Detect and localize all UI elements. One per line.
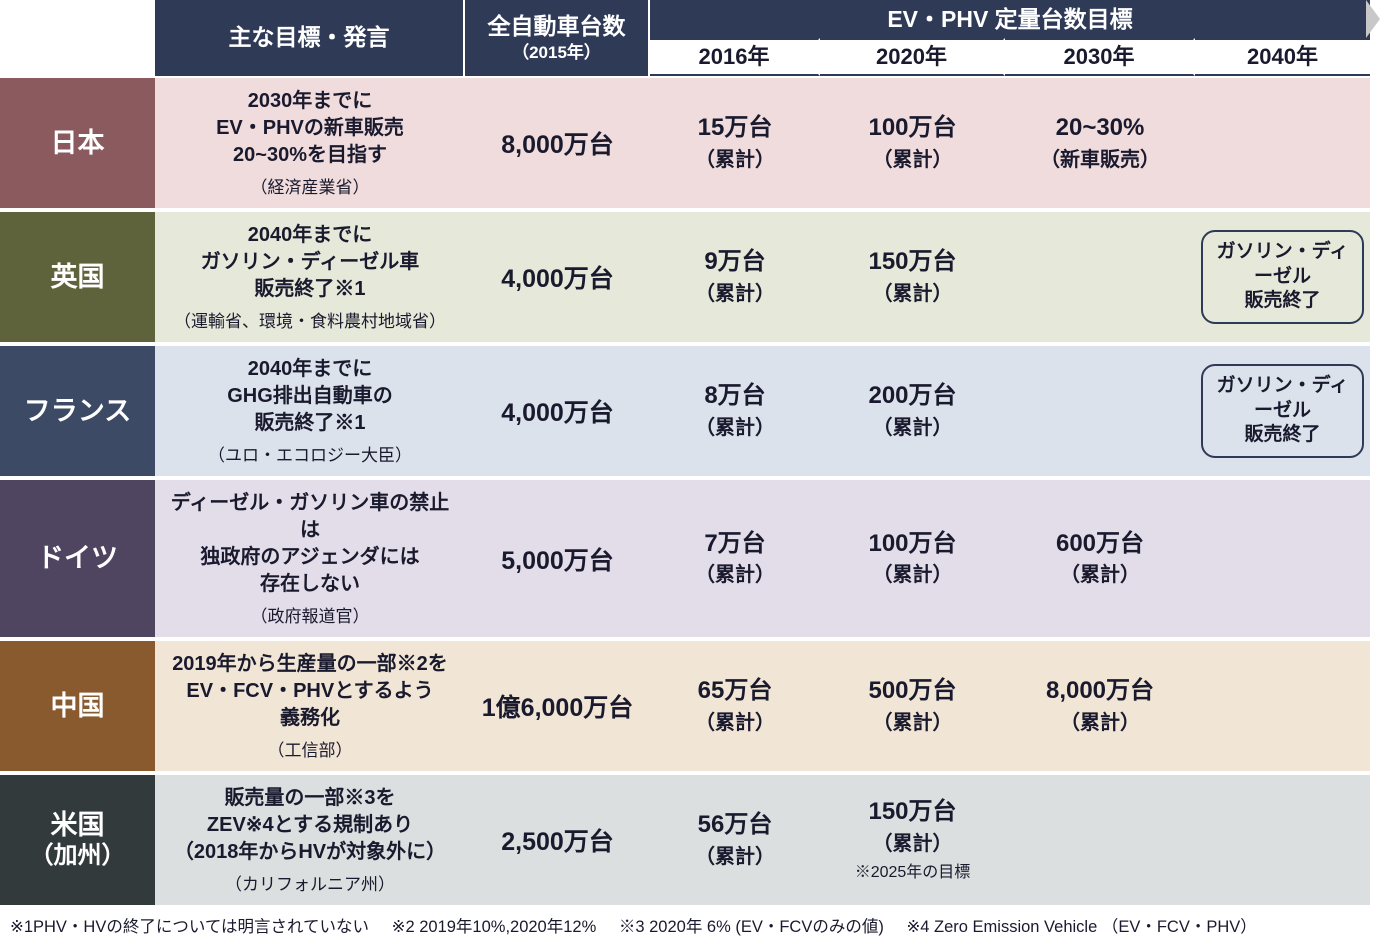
footnote-1: ※1PHV・HVの終了については明言されていない [10,918,369,936]
target-cell: 8万台（累計） [650,346,820,480]
country-cell: ドイツ [0,480,155,641]
target-cell: 8,000万台（累計） [1005,641,1195,775]
goal-cell: 販売量の一部※3をZEV※4とする規制あり（2018年からHVが対象外に）（カリ… [155,775,465,909]
total-cell: 8,000万台 [465,78,650,212]
target-cell [1195,641,1370,775]
target-cell: 9万台（累計） [650,212,820,346]
target-cell: 200万台（累計） [820,346,1005,480]
target-cell: 500万台（累計） [820,641,1005,775]
total-cell: 1億6,000万台 [465,641,650,775]
country-cell: 英国 [0,212,155,346]
target-cell: ガソリン・ディーゼル販売終了 [1195,346,1370,480]
header-years-row: 2016年 2020年 2030年 2040年 [650,38,1370,76]
target-cell: 150万台（累計）※2025年の目標 [820,775,1005,909]
goal-cell: 2030年までにEV・PHVの新車販売20~30%を目指す（経済産業省） [155,78,465,212]
goal-cell: 2040年までにガソリン・ディーゼル車販売終了※1（運輸省、環境・食料農村地域省… [155,212,465,346]
target-cell: 56万台（累計） [650,775,820,909]
table-grid: 主な目標・発言 全自動車台数 （2015年） EV・PHV 定量台数目標 201… [0,0,1380,909]
total-cell: 2,500万台 [465,775,650,909]
header-year-2016: 2016年 [650,38,820,76]
goal-cell: 2019年から生産量の一部※2をEV・FCV・PHVとするよう義務化（工信部） [155,641,465,775]
arrow-icon [1366,0,1380,38]
header-year-2040: 2040年 [1195,38,1370,76]
footnotes: ※1PHV・HVの終了については明言されていない ※2 2019年10%,202… [0,909,1380,940]
target-cell: 7万台（累計） [650,480,820,641]
footnote-4: ※4 Zero Emission Vehicle （EV・FCV・PHV） [906,918,1256,936]
ev-targets-table: 主な目標・発言 全自動車台数 （2015年） EV・PHV 定量台数目標 201… [0,0,1380,940]
header-goals-label: 主な目標・発言 [229,23,390,53]
header-goals: 主な目標・発言 [155,0,465,76]
target-cell: 600万台（累計） [1005,480,1195,641]
target-cell: 65万台（累計） [650,641,820,775]
footnote-3: ※3 2020年 6% (EV・FCVのみの値) [619,918,884,936]
target-cell [1005,346,1195,480]
header-year-2030: 2030年 [1005,38,1195,76]
target-cell: 150万台（累計） [820,212,1005,346]
target-cell: ガソリン・ディーゼル販売終了 [1195,212,1370,346]
header-total: 全自動車台数 （2015年） [465,0,650,76]
country-cell: 日本 [0,78,155,212]
header-total-main: 全自動車台数 [488,12,626,42]
target-cell: 100万台（累計） [820,480,1005,641]
header-evphv-text: EV・PHV 定量台数目標 [887,6,1132,32]
goal-cell: ディーゼル・ガソリン車の禁止は独政府のアジェンダには存在しない（政府報道官） [155,480,465,641]
country-cell: 米国（加州） [0,775,155,909]
header-evphv-group: EV・PHV 定量台数目標 2016年 2020年 2030年 2040年 [650,0,1370,78]
total-cell: 4,000万台 [465,346,650,480]
header-spacer [0,0,155,78]
target-cell [1195,480,1370,641]
footnote-2: ※2 2019年10%,2020年12% [392,918,597,936]
total-cell: 5,000万台 [465,480,650,641]
target-cell: 100万台（累計） [820,78,1005,212]
target-cell: 15万台（累計） [650,78,820,212]
target-cell: 20~30%（新車販売） [1005,78,1195,212]
country-cell: 中国 [0,641,155,775]
target-cell [1005,212,1195,346]
header-evphv-label: EV・PHV 定量台数目標 [650,0,1370,38]
header-total-sub: （2015年） [512,42,601,64]
target-cell [1005,775,1195,909]
target-cell [1195,775,1370,909]
header-year-2020: 2020年 [820,38,1005,76]
goal-cell: 2040年までにGHG排出自動車の販売終了※1（ユロ・エコロジー大臣） [155,346,465,480]
target-cell [1195,78,1370,212]
country-cell: フランス [0,346,155,480]
total-cell: 4,000万台 [465,212,650,346]
